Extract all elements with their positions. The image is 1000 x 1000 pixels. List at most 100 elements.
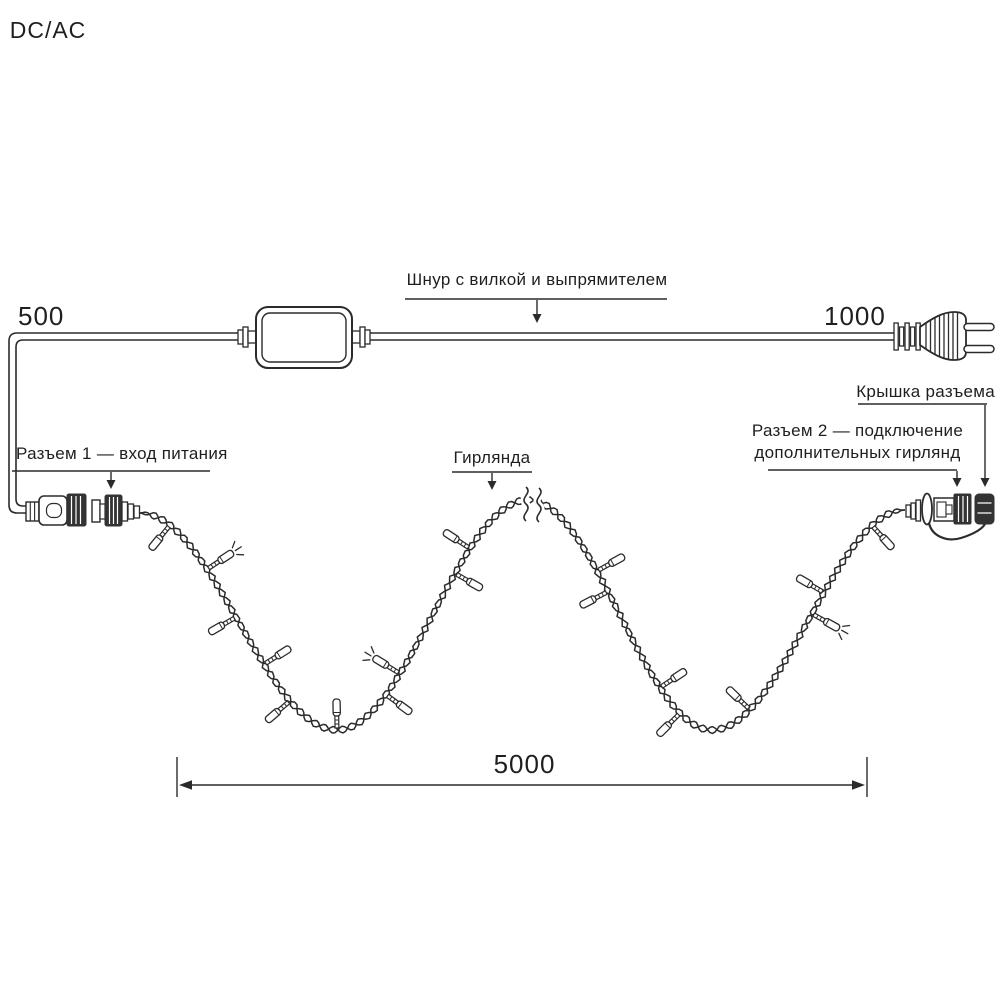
led-stalk-ridges	[874, 528, 881, 535]
led-bulb	[579, 590, 608, 609]
converter-box-label: DC/AC	[9, 17, 87, 43]
plug-prong	[963, 344, 995, 354]
converter-nub-left	[242, 326, 249, 348]
led-stalk-ridges	[600, 564, 608, 571]
led-stalk	[593, 590, 608, 601]
connector-cap	[974, 493, 995, 525]
led-bulb	[454, 571, 484, 592]
converter-nub-right	[364, 329, 371, 345]
led-lamp-base	[664, 722, 671, 729]
led-lamp	[795, 574, 814, 589]
cord-left-inner	[15, 339, 238, 507]
led-lamp-base	[880, 535, 887, 542]
led-stalk-ridges	[663, 680, 670, 687]
led-stalk	[334, 715, 340, 729]
led-lamp-base	[590, 596, 595, 604]
converter-nub-right	[359, 326, 366, 348]
led-stalk-ridges	[671, 715, 678, 723]
plug-hatch	[925, 312, 959, 360]
led-shine-rays	[231, 540, 245, 556]
led-lamp-base	[397, 701, 403, 709]
led-lamp-base	[276, 651, 282, 659]
garland-length: 5000	[493, 749, 556, 779]
led-lamp-base	[825, 618, 830, 626]
connector2-label-line2: дополнительных гирлянд	[754, 443, 961, 462]
led-lamp-base	[382, 661, 388, 668]
cap-label: Крышка разъема	[856, 382, 995, 401]
led-bulb	[795, 574, 825, 595]
cord-label: Шнур с вилкой и выпрямителем	[406, 270, 668, 289]
twisted-garland-wire	[139, 483, 906, 738]
led-stalk-ridges	[161, 528, 169, 535]
led-stalk-ridges	[280, 703, 288, 710]
led-bulb	[148, 524, 172, 551]
cap-lanyard	[927, 520, 988, 541]
plug-rib	[898, 326, 905, 347]
garland-strand	[139, 497, 906, 735]
converter-nub-right	[351, 330, 361, 344]
led-lamp-base	[806, 580, 812, 588]
led-stalk-ridges	[390, 666, 397, 673]
led-lamp	[148, 534, 164, 551]
led-stalk	[812, 612, 826, 624]
leader-garland	[452, 471, 532, 482]
led-lamp	[395, 700, 413, 716]
leader-arrowheads	[106, 314, 990, 490]
lanyard-ring	[921, 492, 933, 526]
converter-nub-left	[247, 330, 257, 344]
led-bulb	[442, 529, 471, 550]
led-stalk-ridges	[815, 614, 823, 621]
led-bulb	[362, 646, 401, 675]
plug-prong	[963, 322, 995, 332]
connector2-label-line1: Разъем 2 — подключение	[751, 421, 964, 440]
led-stalk-ridges	[267, 657, 274, 664]
led-bulb	[656, 712, 681, 738]
led-lamp	[579, 595, 597, 609]
led-lamp	[879, 534, 895, 551]
plug-rib	[904, 322, 910, 351]
leader-connector2	[768, 469, 958, 479]
leader-cap	[858, 403, 987, 479]
led-lamp	[607, 553, 626, 567]
wire-break-mark	[536, 487, 542, 523]
led-bulb	[206, 540, 245, 571]
connector2-label: Разъем 2 — подключение дополнительных ги…	[745, 420, 970, 464]
led-lamp-base	[218, 622, 224, 630]
left-cord-length: 500	[18, 301, 65, 331]
led-lamp-base	[219, 556, 225, 563]
led-stalk-ridges	[389, 696, 396, 703]
led-stalk-ridges	[460, 541, 467, 548]
led-lamp-base	[734, 694, 741, 701]
label-leaders	[12, 298, 987, 482]
led-bulb	[725, 686, 751, 711]
led-bulb	[597, 553, 626, 573]
leader-connector1	[12, 470, 210, 481]
led-stalk-ridges	[597, 592, 604, 599]
converter-nub-left	[237, 329, 244, 345]
led-lamp-base	[155, 536, 163, 542]
led-stalk-ridges	[813, 585, 821, 592]
connector1-label: Разъем 1 — вход питания	[16, 444, 228, 463]
dimension-5000	[176, 757, 868, 797]
led-lamp	[465, 577, 484, 592]
led-lamp	[332, 698, 341, 717]
connector-1	[25, 493, 141, 527]
led-lamp	[725, 686, 742, 702]
led-shine-rays	[362, 646, 375, 662]
led-lamp-base	[610, 559, 615, 566]
led-stalk	[454, 571, 469, 583]
led-lamp-base	[672, 674, 677, 682]
power-cord	[8, 332, 894, 514]
led-lamp	[207, 621, 226, 636]
led-stalk-ridges	[741, 701, 748, 708]
led-bulb	[385, 693, 413, 716]
plug-body	[919, 311, 967, 361]
garland-label: Гирлянда	[453, 448, 531, 467]
led-bulb	[659, 667, 688, 689]
led-stalk-ridges	[225, 618, 233, 625]
led-lamp-base	[452, 535, 458, 543]
led-stalk	[597, 561, 611, 573]
led-shine-rays	[838, 624, 851, 641]
